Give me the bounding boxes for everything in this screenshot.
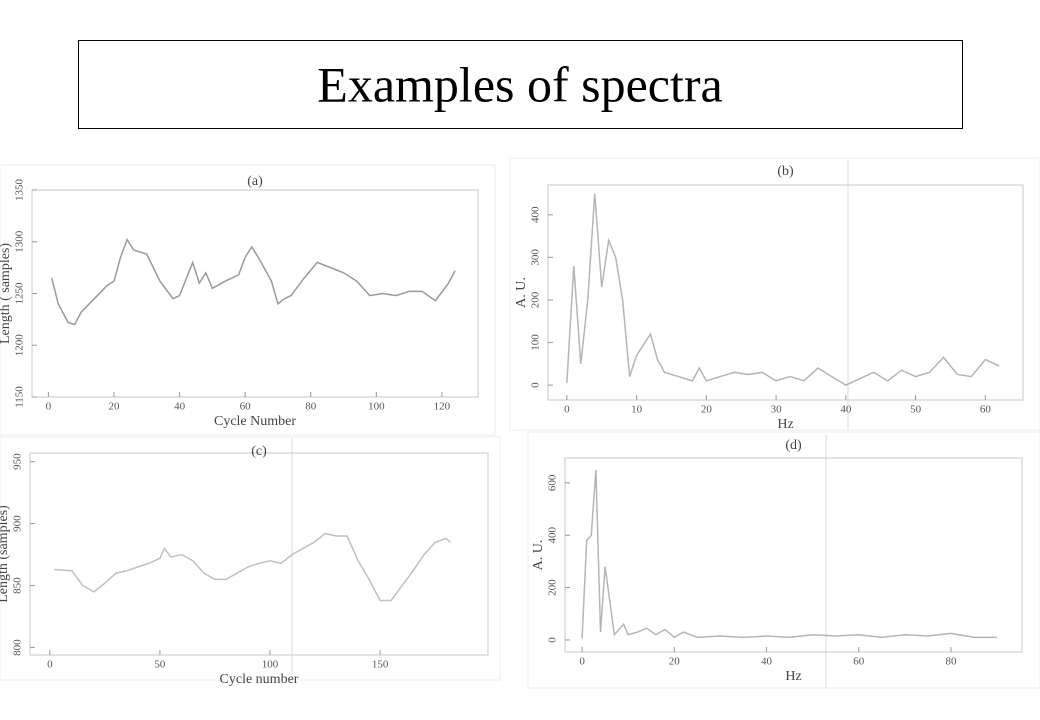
chart-title: (d) <box>785 438 802 453</box>
x-tick-label: 150 <box>372 659 389 671</box>
x-tick-label: 20 <box>108 401 120 413</box>
y-axis-label: Length (samples) <box>0 505 11 603</box>
y-tick-label: 800 <box>12 639 24 656</box>
x-axis-label: Hz <box>785 669 801 684</box>
y-tick-label: 400 <box>547 526 559 543</box>
x-tick-label: 0 <box>564 404 570 416</box>
y-tick-label: 1200 <box>14 334 26 357</box>
y-tick-label: 100 <box>530 334 542 351</box>
chart-title: (c) <box>251 444 267 459</box>
x-axis-label: Cycle Number <box>214 414 296 429</box>
panel-frame <box>509 157 1040 431</box>
data-line <box>566 193 1000 386</box>
plot-frame <box>547 184 1024 401</box>
y-tick-label: 950 <box>12 453 24 470</box>
y-axis-label: Length ( samples) <box>0 243 13 344</box>
x-tick-label: 40 <box>840 404 852 416</box>
x-tick-label: 0 <box>47 659 53 671</box>
y-tick-label: 200 <box>547 579 559 596</box>
panel-frame <box>0 436 501 681</box>
data-line <box>54 532 452 602</box>
x-tick-label: 20 <box>669 656 681 668</box>
x-tick-label: 50 <box>910 404 922 416</box>
y-axis-label: A. U. <box>514 277 529 308</box>
x-tick-label: 60 <box>853 656 865 668</box>
y-tick-label: 600 <box>547 474 559 491</box>
y-tick-label: 1150 <box>14 386 26 408</box>
x-tick-label: 100 <box>368 401 385 413</box>
y-tick-label: 1300 <box>14 230 26 253</box>
x-tick-label: 40 <box>174 401 186 413</box>
panel-frame <box>0 164 496 436</box>
y-tick-label: 0 <box>547 637 559 643</box>
data-line <box>50 238 456 326</box>
slide-title: Examples of spectra <box>317 56 722 112</box>
y-tick-label: 850 <box>12 577 24 594</box>
x-tick-label: 50 <box>154 659 166 671</box>
y-axis-label: A. U. <box>531 540 546 571</box>
plot-frame <box>29 452 489 656</box>
panel-frame <box>527 431 1040 689</box>
title-box <box>78 40 963 129</box>
y-tick-label: 0 <box>530 382 542 388</box>
y-tick-label: 300 <box>530 249 542 266</box>
x-tick-label: 60 <box>240 401 252 413</box>
x-tick-label: 30 <box>771 404 783 416</box>
x-tick-label: 0 <box>579 656 585 668</box>
y-tick-label: 200 <box>530 291 542 308</box>
x-tick-label: 20 <box>701 404 713 416</box>
y-tick-label: 400 <box>530 206 542 223</box>
x-tick-label: 0 <box>46 401 52 413</box>
x-tick-label: 80 <box>305 401 317 413</box>
x-axis-label: Hz <box>777 417 793 432</box>
x-tick-label: 60 <box>980 404 992 416</box>
x-axis-label: Cycle number <box>220 672 299 687</box>
chart-title: (b) <box>777 164 794 179</box>
x-tick-label: 40 <box>761 656 773 668</box>
data-line <box>581 469 998 639</box>
x-tick-label: 80 <box>945 656 957 668</box>
y-tick-label: 1250 <box>14 282 26 305</box>
x-tick-label: 10 <box>631 404 643 416</box>
plot-frame <box>564 457 1023 653</box>
y-tick-label: 900 <box>12 515 24 532</box>
x-tick-label: 100 <box>262 659 279 671</box>
x-tick-label: 120 <box>434 401 451 413</box>
y-tick-label: 1350 <box>14 179 26 202</box>
chart-title: (a) <box>247 174 263 189</box>
